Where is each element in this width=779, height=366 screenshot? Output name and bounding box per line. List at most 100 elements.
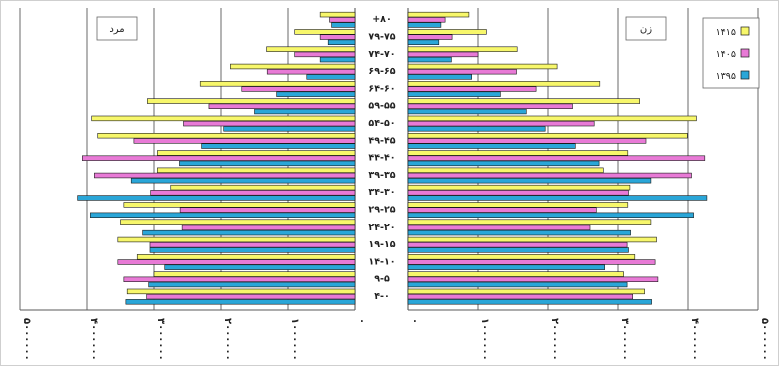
- bar-right-۱۴۰۵: [407, 224, 591, 231]
- bar-left-۱۴۱۵: [97, 133, 356, 139]
- bar-left-۱۳۹۵: [319, 56, 356, 63]
- category-label: ۴۴-۴۰: [368, 153, 395, 164]
- bar-right-۱۴۱۵: [407, 133, 688, 139]
- x-tick-label: ۳۰۰۰۰۰۰: [619, 318, 630, 361]
- x-tick-label: ۵۰۰۰۰۰۰: [759, 318, 770, 361]
- bar-right-۱۴۰۵: [407, 172, 692, 179]
- bar-right-۱۳۹۵: [407, 143, 576, 149]
- bar-right-۱۴۱۵: [407, 29, 487, 35]
- category-labels: +۸۰ ۷۹-۷۵ ۷۴-۷۰ ۶۹-۶۵ ۶۴-۶۰ ۵۹-۵۵ ۵۴-۵۰ ۴۹-۴۵ ۴۴…: [368, 14, 395, 302]
- bar-right-۱۴۰۵: [407, 276, 659, 282]
- bar-right-۱۳۹۵: [407, 247, 629, 253]
- x-tick-label: ۵۰۰۰۰۰۰: [21, 318, 32, 361]
- category-label: ۶۴-۶۰: [368, 83, 395, 94]
- bar-left-۱۳۹۵: [125, 299, 356, 305]
- bar-right-۱۳۹۵: [407, 91, 501, 97]
- bar-left-۱۴۰۵: [241, 86, 356, 92]
- x-tick-label: ۴۰۰۰۰۰۰: [689, 318, 700, 361]
- bar-left-۱۴۱۵: [230, 63, 356, 70]
- bar-right-۱۴۱۵: [407, 271, 624, 277]
- bar-right-۱۴۰۵: [407, 242, 628, 248]
- legend-swatch: [740, 26, 750, 36]
- bar-right-۱۴۱۵: [407, 81, 601, 87]
- bar-left-۱۴۰۵: [319, 34, 356, 40]
- bar-left-۱۴۱۵: [199, 81, 356, 87]
- bar-left-۱۳۹۵: [90, 212, 356, 218]
- panel-title: مرد: [109, 24, 124, 35]
- bar-left-۱۳۹۵: [306, 74, 356, 80]
- bar-left-۱۴۱۵: [91, 115, 356, 122]
- bar-right-۱۳۹۵: [407, 229, 631, 236]
- bar-right-۱۳۹۵: [407, 56, 452, 63]
- bar-right-۱۴۱۵: [407, 115, 697, 122]
- legend-swatch: [740, 48, 750, 58]
- category-label: ۷۴-۷۰: [368, 49, 395, 60]
- bar-right-۱۳۹۵: [407, 74, 473, 80]
- x-tick-label: ۱۰۰۰۰۰۰: [289, 318, 300, 361]
- category-label: ۲۴-۲۰: [368, 222, 395, 233]
- x-tick-label: ۴۰۰۰۰۰۰: [88, 318, 99, 361]
- legend-label: ۱۴۰۵: [716, 49, 736, 60]
- bar-left-۱۳۹۵: [223, 126, 356, 132]
- bar-right-۱۴۱۵: [407, 63, 558, 70]
- bar-right-۱۴۱۵: [407, 236, 657, 243]
- bar-left-۱۴۱۵: [157, 150, 356, 156]
- bar-left-۱۴۱۵: [120, 219, 356, 225]
- bar-right-۱۳۹۵: [407, 212, 694, 218]
- bar-left-۱۳۹۵: [149, 247, 356, 253]
- bar-left-۱۴۱۵: [126, 288, 356, 295]
- bar-right-۱۴۱۵: [407, 150, 629, 156]
- bar-right-۱۴۰۵: [407, 103, 573, 110]
- bar-left-۱۴۱۵: [123, 202, 356, 208]
- bar-right-۱۳۹۵: [407, 299, 652, 305]
- bar-left-۱۳۹۵: [148, 281, 356, 288]
- legend: ۱۴۱۵ ۱۴۰۵ ۱۳۹۵: [702, 17, 760, 89]
- bar-left-۱۴۱۵: [157, 167, 356, 173]
- bar-left-۱۴۱۵: [147, 98, 356, 104]
- panel-title: زن: [640, 24, 652, 35]
- bar-right-۱۴۱۵: [407, 219, 652, 225]
- bar-left-۱۴۱۵: [136, 254, 356, 260]
- category-label: ۱۹-۱۵: [368, 239, 395, 250]
- x-tick-label: ۱۰۰۰۰۰۰: [479, 318, 490, 361]
- bar-left-۱۳۹۵: [254, 108, 356, 115]
- bar-left-۱۴۰۵: [208, 103, 356, 110]
- bar-left-۱۴۱۵: [319, 11, 356, 18]
- bar-right-۱۳۹۵: [407, 264, 605, 270]
- category-label: ۶۹-۶۵: [368, 66, 395, 77]
- bar-right-۱۴۰۵: [407, 259, 656, 265]
- bar-left-۱۴۰۵: [149, 242, 356, 248]
- bar-right-۱۴۰۵: [407, 17, 446, 23]
- bar-left-۱۴۰۵: [181, 224, 356, 231]
- bar-right-۱۳۹۵: [407, 22, 442, 28]
- legend-label: ۱۳۹۵: [716, 71, 736, 82]
- category-label: ۵۴-۵۰: [368, 118, 395, 129]
- category-label: ۱۴-۱۰: [368, 256, 395, 267]
- bar-right-۱۴۰۵: [407, 51, 479, 58]
- category-label: ۵۹-۵۵: [368, 101, 395, 112]
- category-label: +۸۰: [372, 14, 392, 25]
- bar-left-۱۳۹۵: [276, 91, 356, 97]
- panel-title-box: [625, 16, 667, 41]
- category-label: ۹-۵: [374, 274, 390, 285]
- x-tick-label: ۲۰۰۰۰۰۰: [549, 318, 560, 361]
- x-tick-label: ۰: [356, 318, 367, 324]
- bar-left-۱۴۰۵: [294, 51, 356, 58]
- bar-left-۱۴۰۵: [133, 138, 356, 144]
- bar-right-۱۴۱۵: [407, 202, 629, 208]
- bar-left-۱۴۱۵: [266, 46, 356, 52]
- bar-left-۱۳۹۵: [201, 143, 356, 149]
- bar-left-۱۴۰۵: [82, 155, 356, 161]
- panel-title-box: [96, 16, 138, 41]
- bar-left-۱۳۹۵: [331, 22, 356, 28]
- bar-left-۱۴۰۵: [117, 259, 356, 265]
- bar-left-۱۴۰۵: [146, 293, 356, 300]
- bar-right-۱۴۰۵: [407, 293, 633, 300]
- bar-left-۱۳۹۵: [77, 195, 356, 201]
- bar-right-۱۳۹۵: [407, 108, 527, 115]
- bar-left-۱۴۱۵: [170, 184, 356, 191]
- bar-right-۱۴۰۵: [407, 120, 595, 127]
- bar-right-۱۴۰۵: [407, 34, 453, 40]
